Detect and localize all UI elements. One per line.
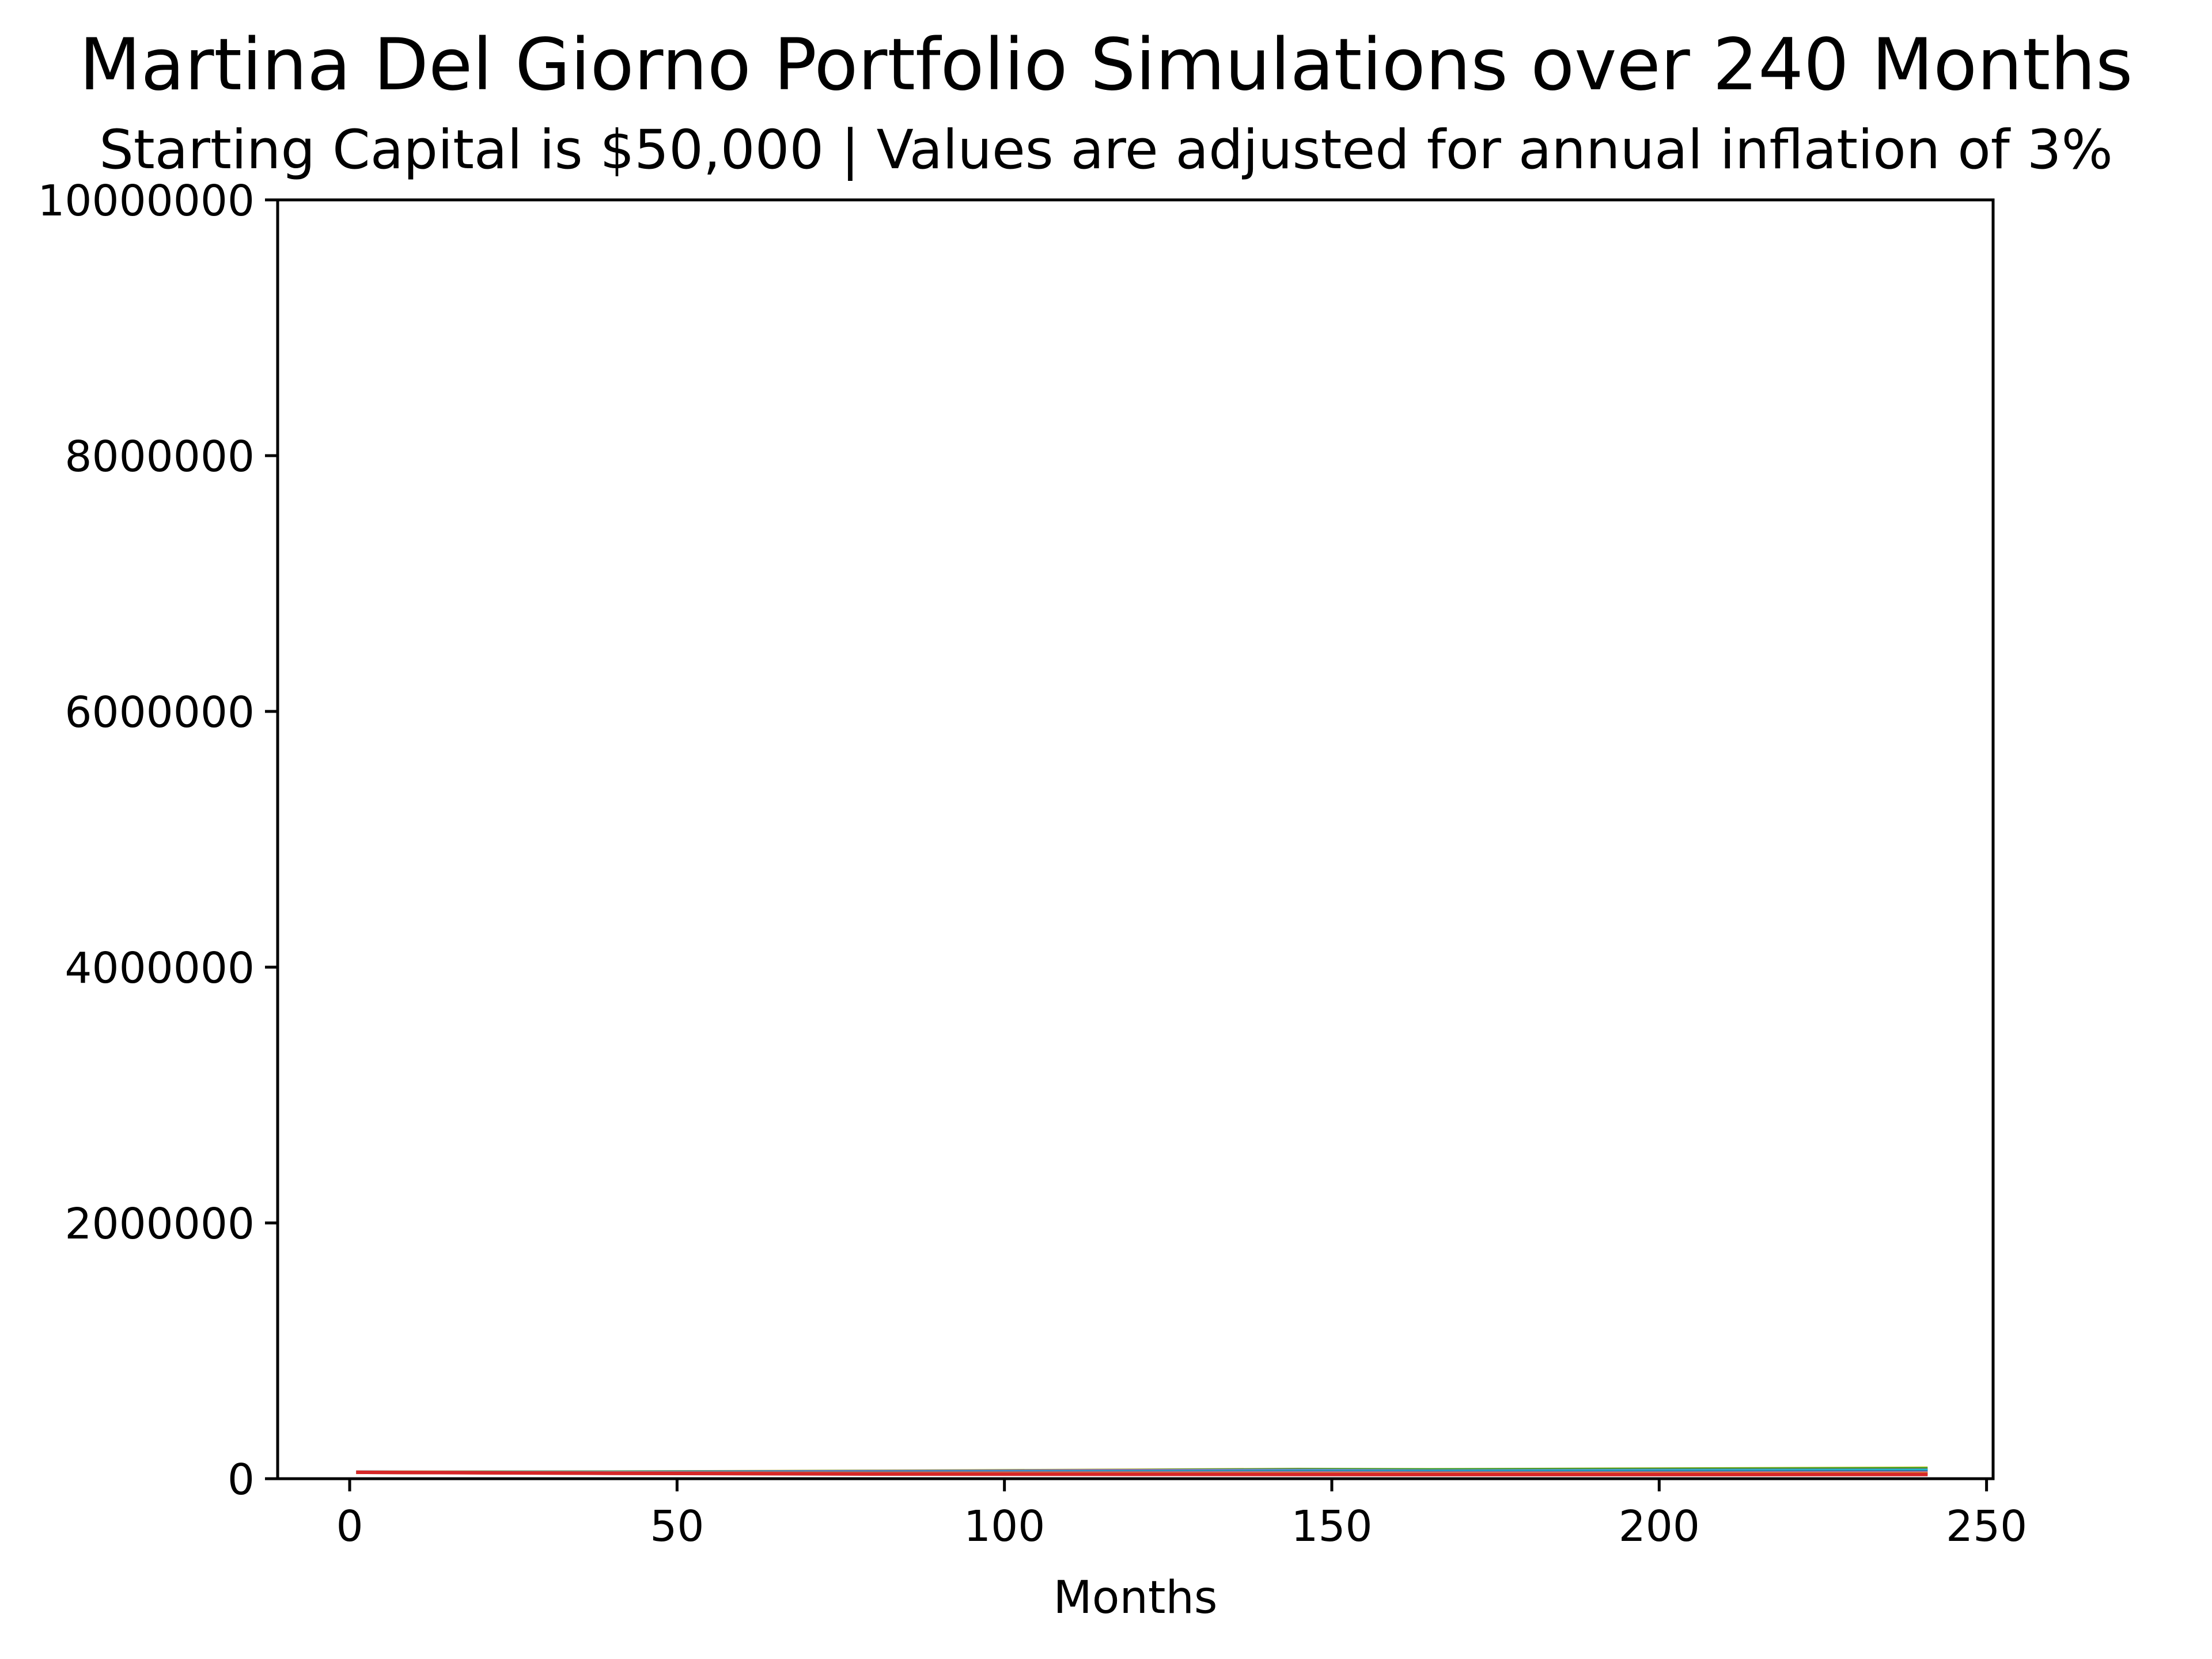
y-tick-label: 0 [228,1455,255,1505]
y-tick-label: 10000000 [37,176,255,226]
x-tick-label: 150 [1291,1502,1372,1551]
y-tick-label: 6000000 [65,688,255,737]
x-tick-label: 250 [1946,1502,2027,1551]
x-tick-label: 200 [1619,1502,1700,1551]
series-layer [356,1466,1928,1476]
x-axis: 0 50 100 150 200 250 [336,1479,2027,1551]
x-axis-label: Months [1053,1572,1217,1624]
chart-subtitle: Starting Capital is $50,000 | Values are… [99,119,2113,181]
x-tick-label: 50 [650,1502,704,1551]
chart-title: Martina Del Giorno Portfolio Simulations… [79,24,2133,107]
y-tick-label: 8000000 [65,432,255,482]
y-tick-label: 2000000 [65,1199,255,1249]
y-axis: 0 2000000 4000000 6000000 8000000 10000000 [37,176,278,1505]
x-tick-label: 100 [964,1502,1045,1551]
y-tick-label: 4000000 [65,944,255,993]
simulation-line-10 [356,1470,1928,1476]
plot-frame [276,198,1995,1480]
x-tick-label: 0 [336,1502,363,1551]
